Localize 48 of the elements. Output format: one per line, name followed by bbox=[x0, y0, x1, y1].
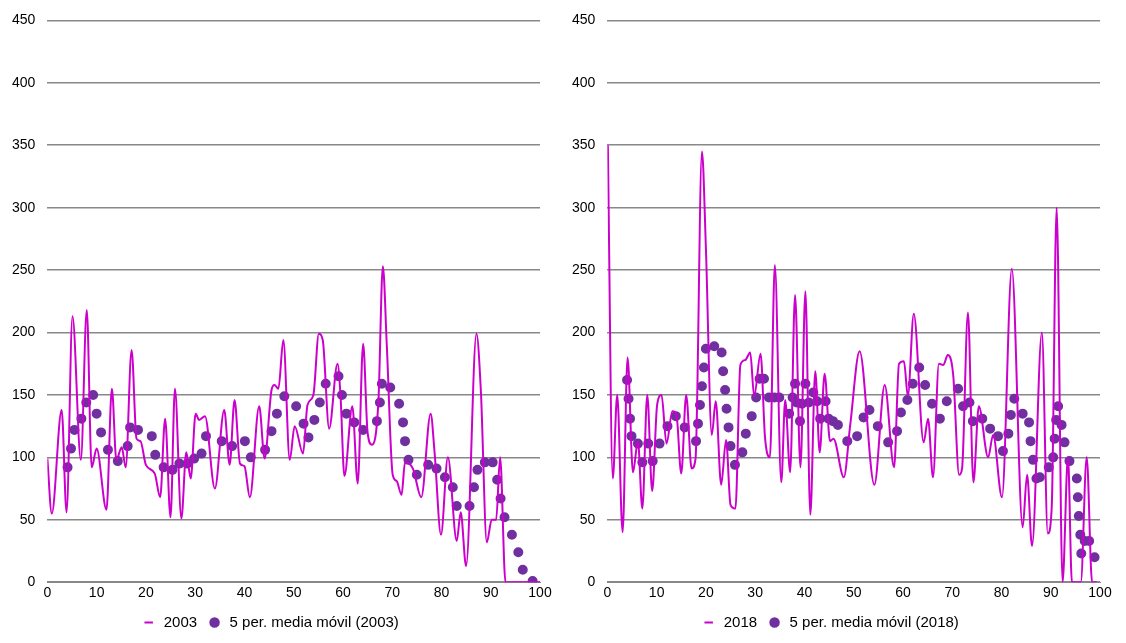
x-tick-label: 10 bbox=[88, 584, 105, 601]
line-series bbox=[607, 144, 1098, 583]
x-tick-label: 100 bbox=[528, 584, 552, 601]
y-tick-label: 250 bbox=[572, 260, 596, 277]
y-tick-label: 150 bbox=[12, 385, 36, 402]
y-tick-label: 50 bbox=[19, 510, 36, 527]
x-tick-label: 90 bbox=[482, 584, 499, 601]
y-tick-label: 100 bbox=[12, 448, 36, 465]
y-tick-label: 300 bbox=[572, 198, 596, 215]
y-tick-label: 300 bbox=[12, 198, 36, 215]
x-tick-label: 100 bbox=[1088, 584, 1112, 601]
x-tick-label: 60 bbox=[335, 584, 351, 601]
y-tick-label: 350 bbox=[12, 136, 36, 153]
y-tick-label: 150 bbox=[572, 385, 596, 402]
x-tick-label: 20 bbox=[698, 584, 714, 601]
x-tick-label: 30 bbox=[747, 584, 764, 601]
x-tick-label: 80 bbox=[993, 584, 1010, 601]
x-tick-label: 0 bbox=[603, 584, 612, 601]
x-tick-label: 0 bbox=[43, 584, 52, 601]
y-tick-label: 350 bbox=[572, 136, 596, 153]
y-tick-label: 0 bbox=[587, 573, 596, 590]
y-tick-label: 50 bbox=[579, 510, 596, 527]
y-tick-label: 0 bbox=[27, 573, 36, 590]
y-tick-label: 400 bbox=[12, 73, 36, 90]
legend-label: 2003 bbox=[163, 612, 198, 630]
x-tick-label: 70 bbox=[944, 584, 961, 601]
x-tick-label: 90 bbox=[1042, 584, 1059, 601]
y-tick-label: 100 bbox=[572, 448, 596, 465]
x-tick-label: 10 bbox=[648, 584, 665, 601]
legend-label: 2018 bbox=[723, 612, 758, 630]
x-tick-label: 50 bbox=[285, 584, 302, 601]
y-tick-label: 200 bbox=[12, 323, 36, 340]
x-tick-label: 70 bbox=[384, 584, 401, 601]
x-tick-label: 60 bbox=[895, 584, 911, 601]
y-tick-label: 200 bbox=[572, 323, 596, 340]
y-tick-label: 450 bbox=[12, 11, 36, 28]
x-tick-label: 20 bbox=[138, 584, 154, 601]
y-tick-label: 450 bbox=[572, 11, 596, 28]
x-tick-label: 40 bbox=[796, 584, 813, 601]
legend-label: 5 per. media móvil (2003) bbox=[229, 612, 399, 630]
y-tick-label: 400 bbox=[572, 73, 596, 90]
legend-label: 5 per. media móvil (2018) bbox=[789, 612, 959, 630]
y-tick-label: 250 bbox=[12, 260, 36, 277]
x-tick-label: 40 bbox=[236, 584, 253, 601]
line-series bbox=[47, 265, 540, 583]
x-tick-label: 50 bbox=[845, 584, 862, 601]
x-tick-label: 30 bbox=[187, 584, 204, 601]
x-tick-label: 80 bbox=[433, 584, 450, 601]
